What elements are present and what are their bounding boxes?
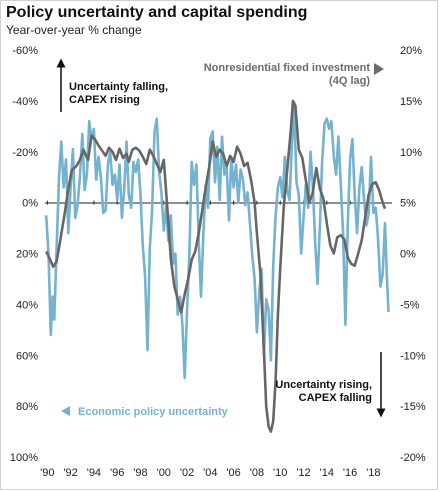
x-tick-label: '96 — [110, 467, 124, 479]
left-pointing-triangle-icon — [61, 406, 70, 416]
left-axis: -60% -40% -20% 0% 20% 40% 60% 80% 100% — [10, 45, 38, 464]
right-pointing-triangle-icon — [374, 63, 384, 75]
annotation-top-left-line2: CAPEX rising — [69, 94, 140, 106]
right-tick-label: 10% — [400, 147, 422, 159]
chart-title: Policy uncertainty and capital spending — [6, 4, 308, 21]
left-tick-label: 20% — [16, 249, 38, 261]
x-tick-label: '02 — [180, 467, 194, 479]
left-tick-label: 100% — [10, 452, 38, 464]
right-tick-label: 15% — [400, 96, 422, 108]
series-line-nonresidential-fixed-investment — [45, 99, 387, 433]
annotation-bottom-right-line2: CAPEX falling — [299, 392, 372, 404]
x-tick-label: '14 — [320, 467, 334, 479]
x-tick-label: '94 — [87, 467, 101, 479]
x-tick-label: '10 — [273, 467, 287, 479]
annotation-economic-policy-uncertainty: Economic policy uncertainty — [78, 406, 229, 418]
left-tick-label: 0% — [22, 198, 38, 210]
left-tick-label: -40% — [12, 96, 38, 108]
annotation-bottom-right-line1: Uncertainty rising, — [275, 379, 372, 391]
x-tick-label: '08 — [250, 467, 264, 479]
x-tick-label: '18 — [366, 467, 380, 479]
right-tick-label: -5% — [400, 299, 420, 311]
x-tick-label: '98 — [133, 467, 147, 479]
x-tick-label: '16 — [343, 467, 357, 479]
left-tick-label: -20% — [12, 147, 38, 159]
chart-subtitle: Year-over-year % change — [6, 23, 142, 37]
annotation-top-left-line1: Uncertainty falling, — [69, 81, 168, 93]
x-tick-label: '90 — [40, 467, 54, 479]
left-tick-label: 40% — [16, 299, 38, 311]
series-line-economic-policy-uncertainty — [44, 107, 390, 380]
right-tick-label: 5% — [400, 198, 416, 210]
left-tick-label: -60% — [12, 45, 38, 57]
right-tick-label: -15% — [400, 401, 426, 413]
right-tick-label: -20% — [400, 452, 426, 464]
left-tick-label: 80% — [16, 401, 38, 413]
x-tick-label: '00 — [157, 467, 171, 479]
right-tick-label: 20% — [400, 45, 422, 57]
right-tick-label: -10% — [400, 350, 426, 362]
x-axis: '90 '92 '94 '96 '98 '00 '02 '04 '06 '08 '10 '12 '14 '… — [40, 200, 381, 479]
right-axis: 20% 15% 10% 5% 0% -5% -10% -15% -20% — [400, 45, 426, 464]
x-tick-label: '06 — [226, 467, 240, 479]
x-tick-label: '92 — [63, 467, 77, 479]
left-tick-label: 60% — [16, 350, 38, 362]
annotation-nonresidential-line2: (4Q lag) — [329, 75, 370, 87]
annotation-nonresidential-line1: Nonresidential fixed investment — [204, 62, 371, 74]
x-tick-label: '04 — [203, 467, 217, 479]
right-tick-label: 0% — [400, 249, 416, 261]
x-tick-label: '12 — [296, 467, 310, 479]
